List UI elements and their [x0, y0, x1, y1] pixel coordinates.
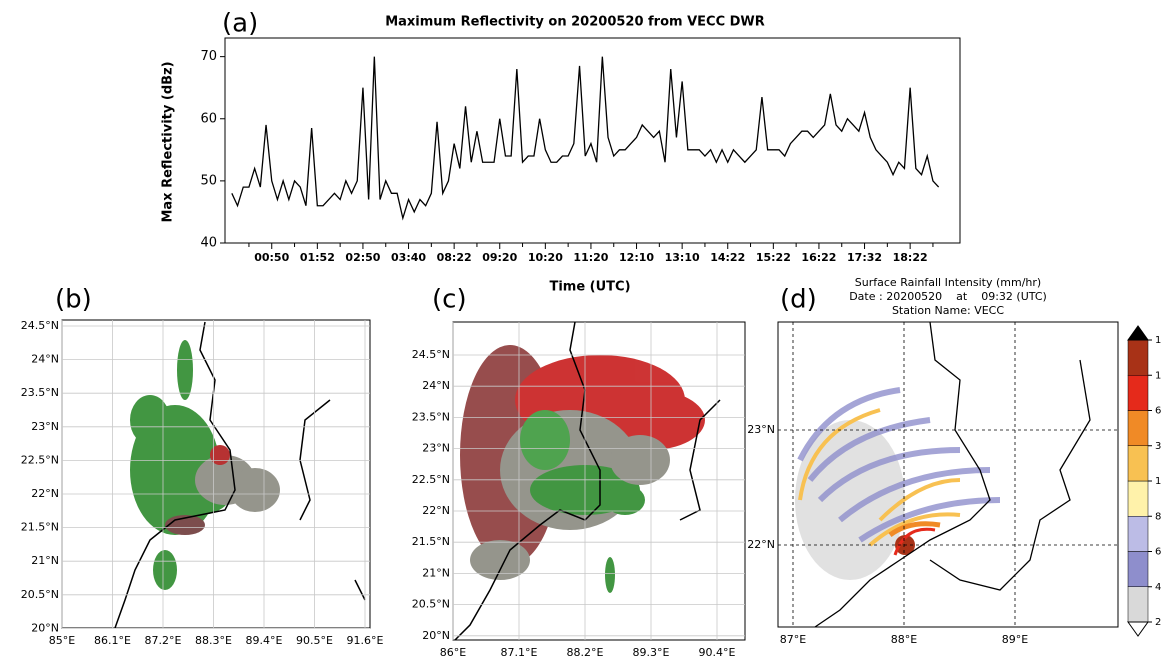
- lat-label: 23.5°N: [412, 410, 450, 423]
- lat-label: 21°N: [422, 566, 450, 579]
- lat-label: 20°N: [422, 629, 450, 642]
- y-tick-label: 60: [200, 111, 217, 126]
- panel-label: (d): [780, 285, 817, 315]
- map-date: Date : 20200520 at 09:32 (UTC): [849, 290, 1047, 303]
- colorbar-tick-label: 8: [1155, 511, 1161, 522]
- colorbar-tick-label: 6: [1155, 547, 1161, 558]
- coastline: [814, 321, 1091, 628]
- x-tick-label: 17:32: [847, 251, 882, 264]
- colorbar-segment: [1127, 445, 1149, 482]
- plot-frame: [224, 37, 961, 244]
- map-c: [452, 321, 746, 641]
- x-tick-label: 03:40: [391, 251, 426, 264]
- x-tick-label: 08:22: [437, 251, 472, 264]
- x-tick-label: 11:20: [573, 251, 608, 264]
- map-d: [777, 321, 1119, 628]
- lon-label: 89°E: [1002, 633, 1028, 646]
- lat-label: 24°N: [31, 353, 59, 366]
- x-tick-label: 14:22: [710, 251, 745, 264]
- colorbar-tick-label: 64: [1155, 406, 1161, 417]
- x-tick-label: 01:52: [300, 251, 335, 264]
- colorbar-tick-label: 2: [1155, 617, 1161, 628]
- map-b: [61, 319, 371, 629]
- lon-label: 85°E: [49, 634, 75, 647]
- colorbar-tick-label: 4: [1155, 582, 1161, 593]
- radar-echo: [460, 345, 705, 593]
- colorbar-tick-label: 150: [1155, 335, 1161, 346]
- lon-label: 88.2°E: [567, 646, 604, 658]
- lat-label: 23.5°N: [21, 386, 59, 399]
- data-line: [231, 56, 940, 221]
- x-axis-label: Time (UTC): [549, 280, 630, 295]
- y-tick-label: 40: [200, 236, 217, 251]
- colorbar-segment: [1127, 586, 1149, 623]
- x-tick-label: 13:10: [665, 251, 700, 264]
- lat-label: 22.5°N: [21, 453, 59, 466]
- lon-label: 87.2°E: [145, 634, 182, 647]
- lat-label: 24.5°N: [412, 348, 450, 361]
- y-tick-label: 50: [200, 173, 217, 188]
- lat-label: 23°N: [422, 442, 450, 455]
- lon-label: 91.6°E: [347, 634, 384, 647]
- colorbar-segment: [1127, 410, 1149, 446]
- x-tick-label: 18:22: [893, 251, 928, 264]
- lat-label: 21.5°N: [21, 521, 59, 534]
- lon-label: 86.1°E: [94, 634, 131, 647]
- panel-label: (b): [55, 285, 92, 315]
- lat-label: 21.5°N: [412, 535, 450, 548]
- colorbar-segment: [1127, 480, 1149, 517]
- x-tick-label: 12:10: [619, 251, 654, 264]
- map-station: Station Name: VECC: [892, 304, 1004, 317]
- map-title: Surface Rainfall Intensity (mm/hr): [855, 276, 1041, 289]
- lat-label: 22.5°N: [412, 473, 450, 486]
- panel-label: (a): [222, 9, 258, 39]
- lat-label: 22°N: [422, 504, 450, 517]
- lat-label: 20.5°N: [412, 598, 450, 611]
- x-tick-label: 15:22: [756, 251, 791, 264]
- lon-label: 88°E: [891, 633, 917, 646]
- colorbar-tick-label: 16: [1155, 476, 1161, 487]
- rain-field: [795, 387, 1001, 580]
- colorbar-extend-top: [1127, 325, 1149, 341]
- x-tick-label: 16:22: [801, 251, 836, 264]
- x-tick-label: 10:20: [528, 251, 563, 264]
- colorbar-segment: [1127, 516, 1149, 552]
- x-tick-label: 09:20: [482, 251, 517, 264]
- colorbar-extend-bottom: [1127, 621, 1149, 637]
- lat-label: 21°N: [31, 554, 59, 567]
- lon-label: 87.1°E: [501, 646, 538, 658]
- y-tick-label: 70: [200, 49, 217, 64]
- chart-title: Maximum Reflectivity on 20200520 from VE…: [385, 15, 765, 30]
- y-axis-label: Max Reflectivity (dBz): [161, 61, 176, 222]
- colorbar-segment: [1127, 339, 1149, 376]
- lon-label: 89.3°E: [633, 646, 670, 658]
- lat-label: 20.5°N: [21, 588, 59, 601]
- lat-label: 20°N: [31, 621, 59, 634]
- colorbar-segment: [1127, 551, 1149, 587]
- lat-label: 24°N: [422, 379, 450, 392]
- colorbar-tick-label: 100: [1155, 370, 1161, 381]
- lon-label: 86°E: [440, 646, 466, 658]
- lon-label: 88.3°E: [195, 634, 232, 647]
- x-tick-label: 00:50: [254, 251, 289, 264]
- lon-label: 89.4°E: [246, 634, 283, 647]
- panel-label: (c): [432, 285, 467, 315]
- lon-label: 87°E: [780, 633, 806, 646]
- x-tick-label: 02:50: [345, 251, 380, 264]
- lat-label: 24.5°N: [21, 319, 59, 332]
- colorbar-segment: [1127, 375, 1149, 411]
- lat-label: 22°N: [31, 487, 59, 500]
- lon-label: 90.5°E: [296, 634, 333, 647]
- lat-label: 23°N: [747, 423, 775, 436]
- lat-label: 22°N: [747, 538, 775, 551]
- colorbar-tick-label: 32: [1155, 441, 1161, 452]
- lon-label: 90.4°E: [699, 646, 736, 658]
- lat-label: 23°N: [31, 420, 59, 433]
